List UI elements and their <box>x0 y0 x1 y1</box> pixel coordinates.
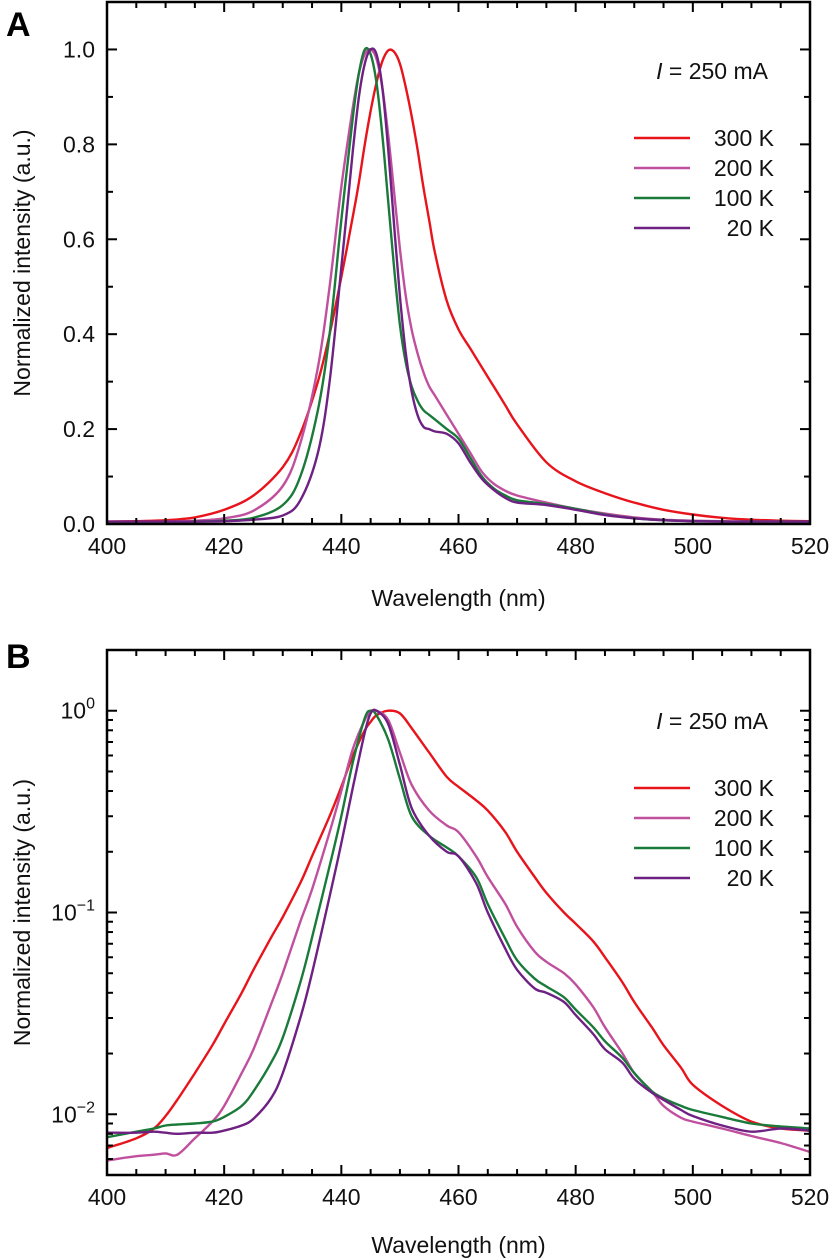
legend-item: 100 K <box>634 835 775 861</box>
legend-item: 20 K <box>634 215 775 241</box>
series-line-300k <box>107 48 810 523</box>
legend-label: 100 K <box>714 835 775 861</box>
y-tick-label: 0.4 <box>63 321 95 347</box>
series-line-100k <box>107 709 810 1139</box>
legend-label: 20 K <box>727 215 775 241</box>
x-tick-label: 500 <box>674 533 712 559</box>
panel-a: A 400 420 440 460 480 500 520 0.0 0.2 0.4 0.6 0.8 1.… <box>6 0 829 611</box>
y-tick-label: 10−2 <box>51 1099 95 1127</box>
legend-label: 300 K <box>714 125 775 151</box>
legend-label: 200 K <box>714 155 775 181</box>
x-axis-title-b: Wavelength (nm) <box>371 1232 545 1258</box>
y-tick-label: 10−1 <box>51 898 95 926</box>
legend-b: 300 K 200 K 100 K 20 K <box>634 775 775 891</box>
legend-label: 100 K <box>714 185 775 211</box>
x-tick-label: 420 <box>205 1184 243 1210</box>
current-annotation-a: I = 250 mA <box>656 58 769 84</box>
panel-label-b: B <box>6 638 31 676</box>
y-axis-title-a: Normalized intensity (a.u.) <box>9 129 35 396</box>
x-tick-label: 440 <box>322 533 360 559</box>
y-tick-label: 0.2 <box>63 416 95 442</box>
x-tick-label: 480 <box>556 533 594 559</box>
series-layer-b <box>107 708 810 1162</box>
x-tick-label: 400 <box>88 1184 126 1210</box>
current-annotation-b: I = 250 mA <box>656 708 769 734</box>
legend-item: 100 K <box>634 185 775 211</box>
series-line-200k <box>107 48 810 524</box>
y-tick-label: 1.0 <box>63 36 95 62</box>
x-tick-label: 480 <box>556 1184 594 1210</box>
series-line-20k <box>107 708 810 1136</box>
legend-item: 300 K <box>634 125 775 151</box>
annotation-rest-b: = 250 mA <box>663 708 769 734</box>
y-tick-label: 0.6 <box>63 226 95 252</box>
x-axis-title-a: Wavelength (nm) <box>371 585 545 611</box>
series-line-100k <box>107 46 810 524</box>
annotation-italic-b: I <box>656 708 663 734</box>
series-layer-a <box>107 46 810 524</box>
x-tick-label: 460 <box>439 1184 477 1210</box>
legend-label: 20 K <box>727 865 775 891</box>
legend-item: 200 K <box>634 155 775 181</box>
y-tick-label: 0.8 <box>63 131 95 157</box>
annotation-italic-a: I <box>656 58 663 84</box>
panel-b: B 400 420 440 460 480 500 520 100 10−1 10−2 Wavel… <box>6 638 829 1258</box>
x-tick-label: 460 <box>439 533 477 559</box>
x-tick-label: 520 <box>791 533 829 559</box>
legend-item: 20 K <box>634 865 775 891</box>
legend-item: 300 K <box>634 775 775 801</box>
x-tick-label: 500 <box>674 1184 712 1210</box>
series-line-20k <box>107 47 810 523</box>
y-axis-title-b: Normalized intensity (a.u.) <box>9 779 35 1046</box>
ticks-a: 400 420 440 460 480 500 520 0.0 0.2 0.4 0.6 0.8 1.0 <box>63 1 829 559</box>
annotation-rest-a: = 250 mA <box>663 58 769 84</box>
legend-label: 300 K <box>714 775 775 801</box>
y-tick-label: 100 <box>61 696 96 724</box>
y-tick-label: 0.0 <box>63 511 95 537</box>
legend-item: 200 K <box>634 805 775 831</box>
series-line-300k <box>107 709 810 1150</box>
ticks-b: 400 420 440 460 480 500 520 100 10−1 10−2 <box>51 650 829 1210</box>
x-tick-label: 440 <box>322 1184 360 1210</box>
x-tick-label: 400 <box>88 533 126 559</box>
x-tick-label: 520 <box>791 1184 829 1210</box>
legend-label: 200 K <box>714 805 775 831</box>
x-tick-label: 420 <box>205 533 243 559</box>
legend-a: 300 K 200 K 100 K 20 K <box>634 125 775 241</box>
panel-label-a: A <box>6 6 31 44</box>
